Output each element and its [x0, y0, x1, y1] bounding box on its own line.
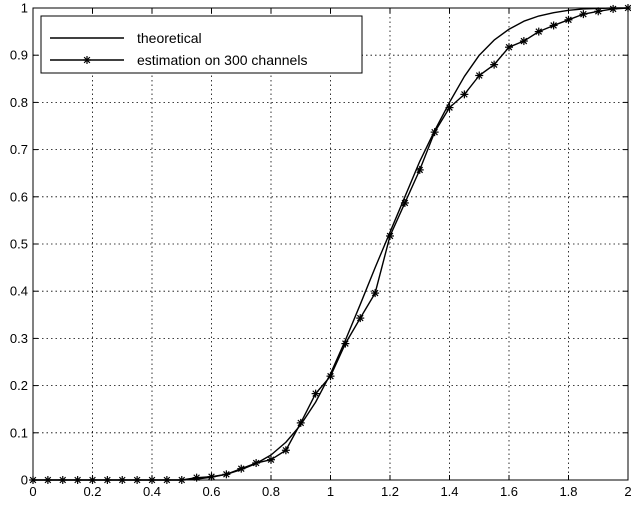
legend: theoretical estimation on 300 channels [40, 15, 363, 74]
y-tick-label: 0.4 [10, 284, 28, 299]
data-point [579, 10, 588, 19]
x-tick-label: 1.6 [500, 484, 518, 499]
data-point [237, 464, 246, 473]
grid-layer [33, 8, 628, 480]
y-tick-label: 0.3 [10, 331, 28, 346]
x-tick-label: 0.4 [143, 484, 161, 499]
x-tick-label: 1 [327, 484, 334, 499]
data-point [445, 103, 454, 112]
data-point [281, 446, 290, 455]
y-tick-label: 0.7 [10, 142, 28, 157]
y-tick-label: 0.1 [10, 425, 28, 440]
data-point [460, 90, 469, 99]
data-point [564, 15, 573, 24]
y-tick-label: 0.9 [10, 48, 28, 63]
x-tick-label: 1.2 [381, 484, 399, 499]
x-tick-label: 2 [624, 484, 631, 499]
x-tick-label: 0.6 [202, 484, 220, 499]
y-tick-label: 0.8 [10, 95, 28, 110]
data-point [341, 339, 350, 348]
legend-label-estimation: estimation on 300 channels [137, 52, 307, 68]
legend-label-theoretical: theoretical [137, 30, 202, 46]
data-point [430, 128, 439, 137]
data-point [400, 198, 409, 207]
data-point [594, 7, 603, 16]
y-tick-label: 1 [21, 1, 28, 16]
data-point [519, 37, 528, 46]
data-point [534, 27, 543, 36]
data-point [311, 389, 320, 398]
data-point [415, 165, 424, 174]
legend-box [40, 15, 363, 74]
x-tick-label: 0.8 [262, 484, 280, 499]
data-point [549, 21, 558, 30]
data-point [252, 459, 261, 468]
data-point [222, 470, 231, 479]
tick-layer: 0 0.2 0.4 0.6 0.8 1 1.2 1.4 1.6 1.8 2 0 0.1 0.2 0.3 0.4… [10, 1, 631, 500]
x-tick-label: 1.4 [440, 484, 458, 499]
data-point [371, 289, 380, 298]
data-point [326, 372, 335, 381]
data-point [356, 314, 365, 323]
legend-star-glyph [83, 56, 91, 64]
data-point [490, 60, 499, 69]
data-point [505, 43, 513, 52]
data-point [386, 231, 394, 240]
data-point [267, 455, 275, 464]
x-tick-label: 1.8 [559, 484, 577, 499]
x-tick-label: 0 [29, 484, 36, 499]
data-point [609, 4, 618, 13]
x-tick-label: 0.2 [83, 484, 101, 499]
y-tick-label: 0.2 [10, 378, 28, 393]
y-tick-label: 0 [21, 473, 28, 488]
y-tick-label: 0.6 [10, 189, 28, 204]
y-tick-label: 0.5 [10, 237, 28, 252]
data-point [475, 71, 484, 80]
legend-marker-star [83, 56, 91, 64]
data-point [296, 418, 305, 427]
